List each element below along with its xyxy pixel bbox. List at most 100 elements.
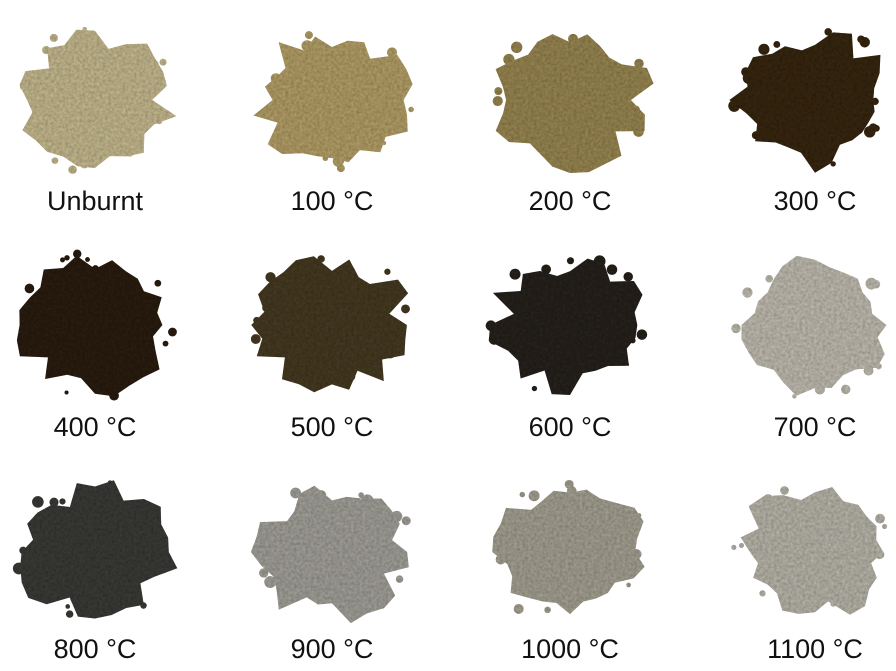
- pile-crumb: [253, 316, 261, 324]
- pile-crumb: [871, 97, 879, 106]
- pile-crumb: [265, 329, 270, 335]
- sample-label: 800 °C: [54, 634, 137, 664]
- pile-crumb: [155, 569, 160, 574]
- pile-crumb: [384, 268, 391, 275]
- sample-pile: [250, 255, 410, 393]
- pile-crumb: [850, 596, 862, 608]
- pile-crumb: [864, 126, 876, 138]
- sample-pile: [12, 480, 178, 619]
- pile-crumb: [267, 545, 276, 554]
- sample-pile: [731, 486, 888, 615]
- pile-shape: [20, 480, 178, 619]
- pile-crumb: [139, 368, 144, 373]
- pile-crumb: [495, 554, 506, 565]
- pile-crumb: [12, 562, 25, 575]
- pile-crumb: [636, 513, 642, 518]
- pile-crumb: [49, 33, 58, 42]
- pile-shape: [253, 36, 413, 163]
- pile-crumb: [380, 120, 390, 130]
- pile-crumb: [68, 165, 77, 174]
- pile-crumb: [488, 334, 500, 345]
- pile-crumb: [73, 249, 82, 259]
- pile-crumb: [773, 41, 781, 48]
- pile-crumb: [863, 576, 874, 586]
- pile-crumb: [32, 121, 45, 134]
- pile-shape: [19, 29, 177, 168]
- pile-crumb: [118, 370, 128, 380]
- pile-crumb: [792, 394, 797, 399]
- sample-pile: [19, 26, 177, 174]
- pile-crumb: [361, 494, 374, 507]
- pile-crumb: [267, 533, 276, 542]
- pile-crumb: [863, 365, 874, 376]
- sample-label: 400 °C: [54, 412, 137, 442]
- pile-crumb: [264, 576, 277, 588]
- pile-crumb: [389, 59, 401, 72]
- pile-shape: [740, 487, 884, 615]
- pile-crumb: [250, 334, 261, 344]
- pile-crumb: [759, 590, 766, 597]
- pile-crumb: [875, 550, 885, 560]
- pile-crumb: [830, 161, 836, 167]
- pile-crumb: [857, 35, 865, 43]
- pile-crumb: [380, 583, 386, 590]
- pile-crumb: [566, 257, 575, 265]
- pile-crumb: [46, 143, 53, 151]
- pile-crumb: [492, 95, 503, 107]
- pile-crumb: [631, 105, 640, 114]
- sample-label: 1100 °C: [767, 634, 863, 664]
- pile-crumb: [494, 87, 503, 96]
- pile-crumb: [20, 83, 26, 90]
- pile-crumb: [51, 157, 59, 164]
- sample-pile: [485, 255, 648, 395]
- pile-crumb: [19, 546, 27, 555]
- pile-crumb: [528, 490, 540, 502]
- pile-crumb: [64, 390, 69, 395]
- pile-shape: [16, 255, 163, 397]
- pile-crumb: [505, 114, 515, 124]
- pile-crumb: [485, 320, 497, 331]
- pile-crumb: [751, 342, 760, 352]
- pile-crumb: [384, 346, 396, 359]
- pile-crumb: [65, 604, 71, 609]
- pile-crumb: [82, 26, 87, 32]
- sample-label: 500 °C: [291, 412, 374, 442]
- sample-pile: [492, 33, 654, 173]
- pile-crumb: [875, 363, 882, 370]
- pile-crumb: [387, 335, 397, 345]
- sample-pile: [728, 28, 881, 173]
- pile-crumb: [634, 58, 644, 69]
- pile-crumb: [59, 498, 66, 505]
- pile-crumb: [347, 372, 356, 381]
- pile-crumb: [745, 331, 750, 337]
- pile-crumb: [24, 283, 35, 294]
- sample-label: 300 °C: [774, 186, 857, 216]
- pile-crumb: [623, 272, 633, 282]
- pile-crumb: [568, 33, 579, 44]
- sample-pile: [731, 255, 887, 399]
- pile-crumb: [387, 47, 398, 58]
- pile-crumb: [382, 141, 387, 146]
- sample-pile: [253, 31, 414, 173]
- pile-crumb: [544, 606, 551, 614]
- pile-crumb: [168, 327, 177, 337]
- pile-crumb: [633, 126, 644, 137]
- pile-crumb: [775, 500, 787, 513]
- pile-crumb: [590, 267, 600, 276]
- pile-crumb: [862, 355, 874, 367]
- pile-crumb: [350, 268, 355, 273]
- pile-crumb: [510, 41, 523, 53]
- pile-crumb: [824, 28, 832, 36]
- pile-crumb: [408, 106, 414, 113]
- sample-label: 700 °C: [774, 412, 857, 442]
- pile-crumb: [814, 384, 825, 395]
- pile-shape: [488, 258, 643, 395]
- pile-crumb: [319, 150, 326, 157]
- sample-label: 900 °C: [291, 634, 374, 664]
- pile-crumb: [875, 513, 885, 524]
- pile-crumb: [589, 162, 596, 169]
- pile-crumb: [499, 336, 508, 345]
- pile-crumb: [85, 257, 90, 262]
- pile-crumb: [869, 528, 876, 535]
